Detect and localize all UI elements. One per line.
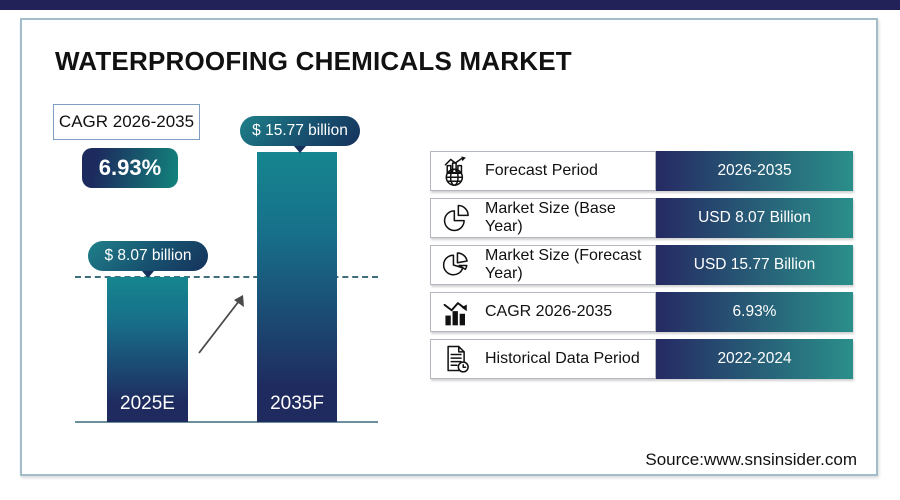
row-label-cell: Market Size (Base Year) [430,198,656,238]
growth-arrow-icon [198,295,244,354]
table-row: Market Size (Forecast Year) USD 15.77 Bi… [430,245,853,285]
row-value: 2026-2035 [717,162,792,179]
reference-dashed-line [75,276,378,278]
bar-2025-label: 2025E [120,393,175,414]
row-value: 2022-2024 [717,350,792,367]
row-value-cell: 2022-2024 [656,339,853,379]
row-label: Historical Data Period [485,350,640,367]
row-value-cell: 2026-2035 [656,151,853,191]
document-clock-icon [441,343,473,375]
row-label: Forecast Period [485,162,598,179]
bar-2035-value-text: $ 15.77 billion [252,122,348,139]
row-label: Market Size (Forecast Year) [485,247,642,282]
table-row: Forecast Period 2026-2035 [430,151,853,191]
row-value-cell: USD 8.07 Billion [656,198,853,238]
bar-2025-value-callout: $ 8.07 billion [88,241,208,278]
table-row: Market Size (Base Year) USD 8.07 Billion [430,198,853,238]
cagr-label: CAGR 2026-2035 [58,112,195,131]
source-attribution: Source:www.snsinsider.com [645,450,857,469]
row-label-cell: Market Size (Forecast Year) [430,245,656,285]
bar-2025: 2025E [107,277,188,422]
table-row: CAGR 2026-2035 6.93% [430,292,853,332]
pie-chart-icon [441,202,473,234]
row-value: USD 8.07 Billion [698,209,811,226]
cagr-value-badge: 6.93% [82,148,178,188]
row-label-cell: Historical Data Period [430,339,656,379]
row-label-cell: Forecast Period [430,151,656,191]
bar-2035-label: 2035F [270,393,324,414]
summary-table: Forecast Period 2026-2035 Market Size (B… [430,151,853,386]
callout-pointer [142,271,154,278]
bar-2035-value-callout: $ 15.77 billion [240,116,360,153]
chart-baseline [75,421,378,423]
table-row: Historical Data Period 2022-2024 [430,339,853,379]
pie-chart-alt-icon [441,249,473,281]
cagr-label-box: CAGR 2026-2035 [53,104,200,140]
cagr-value: 6.93% [98,155,162,180]
row-value: 6.93% [732,303,777,320]
globe-trend-icon [441,155,473,187]
bar-growth-icon [441,296,473,328]
row-value-cell: 6.93% [656,292,853,332]
row-label-cell: CAGR 2026-2035 [430,292,656,332]
row-label: Market Size (Base Year) [485,200,616,235]
content-frame [20,18,878,476]
bar-2035: 2035F [257,152,337,422]
row-value-cell: USD 15.77 Billion [656,245,853,285]
top-accent-bar [0,0,900,10]
row-label: CAGR 2026-2035 [485,303,613,320]
bar-2025-value-text: $ 8.07 billion [104,247,192,264]
row-value: USD 15.77 Billion [693,256,816,273]
page-title: WATERPROOFING CHEMICALS MARKET [55,46,572,76]
callout-pointer [294,146,306,153]
